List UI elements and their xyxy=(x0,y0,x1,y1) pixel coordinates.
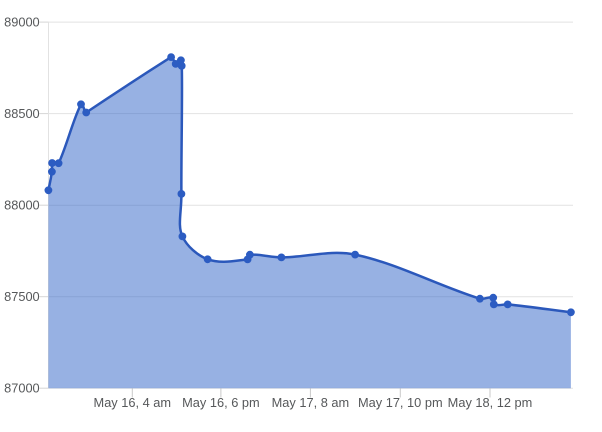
svg-text:87000: 87000 xyxy=(4,381,40,396)
svg-text:May 16, 6 pm: May 16, 6 pm xyxy=(182,395,260,410)
svg-text:May 18, 12 pm: May 18, 12 pm xyxy=(448,395,533,410)
svg-text:87500: 87500 xyxy=(4,289,40,304)
svg-text:88500: 88500 xyxy=(4,106,40,121)
svg-text:May 16, 4 am: May 16, 4 am xyxy=(94,395,172,410)
svg-text:89000: 89000 xyxy=(4,14,40,29)
svg-text:88000: 88000 xyxy=(4,198,40,213)
svg-text:May 17, 10 pm: May 17, 10 pm xyxy=(358,395,443,410)
svg-text:May 17, 8 am: May 17, 8 am xyxy=(272,395,350,410)
